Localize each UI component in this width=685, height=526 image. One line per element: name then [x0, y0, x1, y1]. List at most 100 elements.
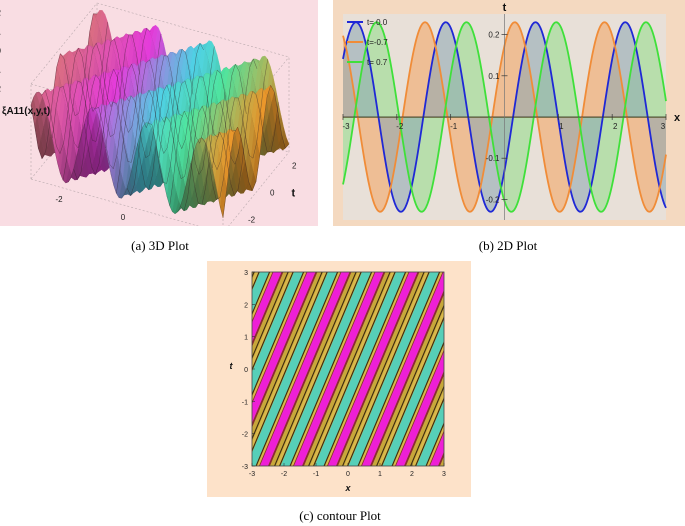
x-tick-label: 3: [442, 471, 446, 478]
y-tick-label: 0.1: [488, 72, 500, 81]
contour-band: [294, 272, 384, 466]
contour-band: [302, 272, 386, 466]
contour-band: [252, 272, 284, 347]
contour-band: [344, 272, 429, 466]
x-tick-label: -2: [281, 471, 287, 478]
y-axis-label: t: [503, 2, 507, 14]
z-tick-label: -0.1: [0, 66, 2, 75]
caption-contour-plot: (c) contour Plot: [299, 508, 381, 523]
contour-band: [314, 272, 405, 466]
mesh-line: [105, 59, 172, 163]
contour-band: [280, 272, 371, 466]
contour-band: [362, 272, 444, 466]
caption-2d-plot: (b) 2D Plot: [478, 238, 538, 253]
surface: [30, 9, 290, 218]
contour-band: [260, 272, 350, 466]
mesh-line: [73, 34, 140, 181]
contour-band: [276, 272, 361, 466]
contour-band: [310, 272, 395, 466]
box-edge: [96, 2, 290, 58]
contour-plot: -3 -2 -1 0 1 2 3 3 2 1 0 -1 -2 -3 x t: [207, 261, 471, 497]
contour-band: [268, 272, 352, 466]
mesh-line: [84, 27, 151, 176]
contour-band: [347, 272, 430, 466]
x-tick-label: 2: [410, 471, 414, 478]
contour-band: [252, 272, 288, 357]
x-tick-label: 3: [661, 122, 666, 131]
series-fill: [343, 22, 666, 212]
mesh-line: [116, 55, 183, 194]
y-tick-label: -0.2: [486, 195, 500, 204]
contour-band: [361, 272, 444, 466]
box-edge: [30, 2, 98, 85]
contour-band: [325, 272, 409, 466]
contour-band: [304, 272, 390, 466]
mesh-line: [62, 38, 130, 181]
x-tick-label: 2: [613, 122, 618, 131]
y-tick-label: 0: [244, 367, 248, 374]
y-tick-label: 0.2: [488, 31, 500, 40]
legend-label: t= 0.7: [367, 58, 388, 67]
x-tick-label: -1: [450, 122, 458, 131]
x-tick-label: 1: [559, 122, 564, 131]
contour-band: [406, 375, 444, 466]
contour-band: [259, 272, 342, 466]
line-plot: -3 -2 -1 1 2 3 0.2 0.1 -0.1 -0.2 t x t= 0.0 t=-0.7 t= …: [333, 0, 685, 226]
mesh-line: [148, 46, 215, 184]
y-tick-label: 2: [244, 302, 248, 309]
mesh-line: [169, 69, 236, 206]
contour-band: [252, 272, 303, 394]
x-tick-label: 0: [346, 471, 350, 478]
x-tick-label: 1: [378, 471, 382, 478]
legend-label: t=-0.7: [367, 38, 388, 47]
contour-band: [348, 272, 439, 466]
contour-band: [270, 272, 356, 466]
contour-band: [382, 319, 444, 466]
t-tick-label: 2: [292, 162, 297, 171]
y-tick-label: 1: [244, 335, 248, 342]
contour-band: [252, 272, 305, 397]
contour-band: [338, 272, 424, 466]
x-tick-label: 0: [121, 213, 126, 222]
mesh-line: [41, 22, 108, 155]
y-tick-label: 3: [244, 270, 248, 277]
x-tick-label: -2: [396, 122, 404, 131]
y-tick-label: -2: [242, 432, 248, 439]
y-tick-label: -3: [242, 464, 248, 471]
mesh-line: [158, 76, 226, 180]
contour-band: [342, 272, 425, 466]
mesh-line: [30, 13, 98, 160]
box-edge: [30, 178, 224, 234]
y-tick-label: -0.1: [486, 154, 500, 163]
x-axis-label: x: [344, 483, 351, 493]
contour-band: [289, 272, 373, 466]
contour-band: [327, 272, 410, 466]
z-tick-label: -0.2: [0, 85, 2, 94]
contour-band: [308, 272, 391, 466]
mesh-line: [126, 48, 194, 197]
mesh-line: [212, 90, 279, 197]
t-tick-label: -2: [248, 216, 256, 225]
box-edge: [222, 151, 290, 234]
contour-band: [404, 370, 444, 466]
contour-band: [252, 272, 328, 453]
contour-band: [291, 272, 375, 466]
y-axis-label: t: [230, 361, 234, 371]
contour-band: [252, 272, 337, 466]
x-tick-label: -1: [313, 471, 319, 478]
contour-band: [410, 385, 444, 466]
contour-band: [328, 272, 418, 466]
x-tick-label: -3: [342, 122, 350, 131]
contour-band: [257, 272, 341, 466]
contour-band: [293, 272, 376, 466]
contour-band: [357, 272, 441, 466]
mesh-line: [190, 58, 258, 205]
y-tick-label: -1: [242, 399, 248, 406]
contour-band: [274, 272, 357, 466]
x-axis-label: x: [674, 112, 681, 124]
caption-3d-plot: (a) 3D Plot: [131, 238, 189, 253]
contour-band: [313, 272, 396, 466]
t-tick-label: 0: [270, 189, 275, 198]
